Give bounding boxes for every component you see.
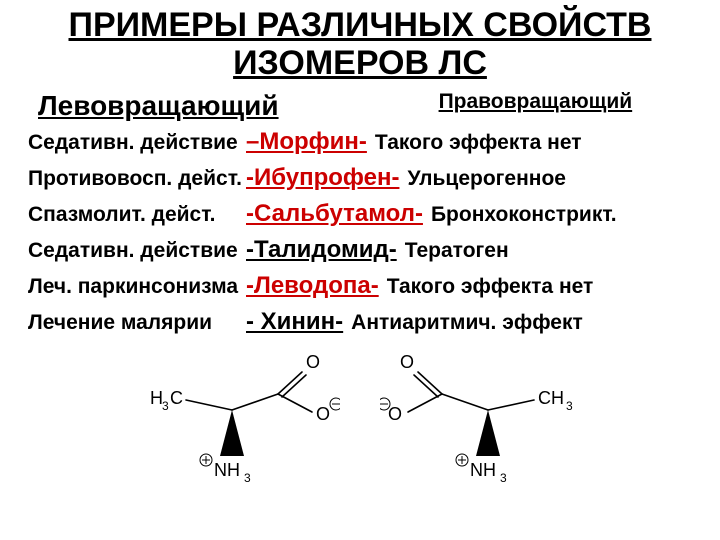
isomer-row: Седативн. действие–Морфин- Такого эффект… [28, 128, 700, 156]
slide: ПРИМЕРЫ РАЗЛИЧНЫХ СВОЙСТВ ИЗОМЕРОВ ЛС Ле… [0, 0, 720, 540]
drug-name: - Хинин- [246, 308, 343, 336]
left-effect: Лечение малярии [28, 311, 246, 335]
left-effect: Седативн. действие [28, 131, 246, 155]
right-effect: Такого эффекта нет [387, 275, 594, 299]
left-effect: Леч. паркинсонизма [28, 275, 246, 299]
isomer-row: Лечение малярии- Хинин- Антиаритмич. эфф… [28, 308, 700, 336]
svg-text:3: 3 [244, 471, 251, 484]
drug-name: -Талидомид- [246, 236, 397, 264]
slide-title: ПРИМЕРЫ РАЗЛИЧНЫХ СВОЙСТВ ИЗОМЕРОВ ЛС [20, 6, 700, 82]
svg-text:O: O [306, 352, 320, 372]
svg-text:NH: NH [214, 460, 240, 480]
drug-name: -Сальбутамол- [246, 200, 423, 228]
svg-text:O: O [388, 404, 402, 424]
drug-name: -Леводопа- [246, 272, 379, 300]
chemical-structures: H 3 C O O NH 3 [20, 344, 700, 484]
title-line-2: ИЗОМЕРОВ ЛС [233, 44, 487, 82]
left-effect: Седативн. действие [28, 239, 246, 263]
left-effect: Противовосп. дейст. [28, 167, 246, 191]
drug-name: –Морфин- [246, 128, 367, 156]
right-effect: Тератоген [405, 239, 509, 263]
header-right: Правовращающий [439, 90, 633, 122]
svg-text:C: C [170, 388, 183, 408]
column-headers: Левовращающий Правовращающий [20, 90, 700, 122]
svg-text:CH: CH [538, 388, 564, 408]
isomer-row: Леч. паркинсонизма-Леводопа- Такого эффе… [28, 272, 700, 300]
svg-text:3: 3 [566, 399, 573, 413]
isomer-rows: Седативн. действие–Морфин- Такого эффект… [20, 128, 700, 336]
isomer-row: Противовосп. дейст.-Ибупрофен- Ульцероге… [28, 164, 700, 192]
svg-text:3: 3 [500, 471, 507, 484]
drug-name: -Ибупрофен- [246, 164, 399, 192]
left-effect: Спазмолит. дейст. [28, 203, 246, 227]
right-effect: Такого эффекта нет [375, 131, 582, 155]
d-alanine-structure: CH 3 O O NH 3 [380, 344, 580, 484]
svg-text:O: O [316, 404, 330, 424]
svg-text:O: O [400, 352, 414, 372]
title-line-1: ПРИМЕРЫ РАЗЛИЧНЫХ СВОЙСТВ [69, 6, 652, 44]
svg-text:NH: NH [470, 460, 496, 480]
right-effect: Бронхоконстрикт. [431, 203, 617, 227]
isomer-row: Седативн. действие-Талидомид- Тератоген [28, 236, 700, 264]
svg-text:3: 3 [162, 399, 169, 413]
right-effect: Ульцерогенное [407, 167, 566, 191]
l-alanine-structure: H 3 C O O NH 3 [140, 344, 340, 484]
header-left: Левовращающий [38, 90, 279, 122]
right-effect: Антиаритмич. эффект [351, 311, 583, 335]
isomer-row: Спазмолит. дейст.-Сальбутамол- Бронхокон… [28, 200, 700, 228]
